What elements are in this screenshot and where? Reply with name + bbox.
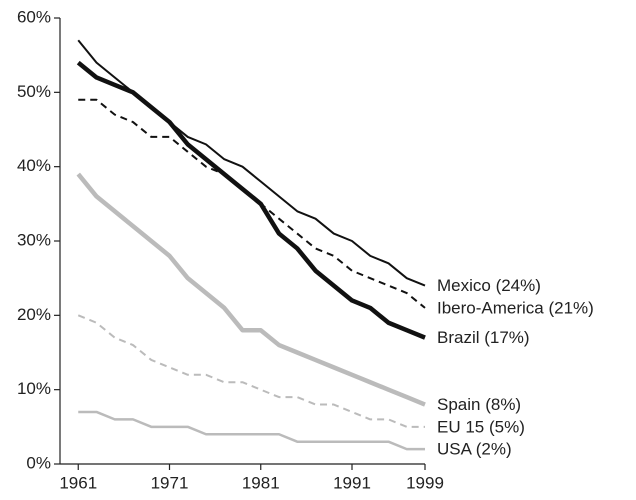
y-tick-label: 40%: [17, 156, 51, 175]
y-tick-label: 50%: [17, 82, 51, 101]
y-tick-label: 60%: [17, 7, 51, 26]
series-label: Spain (8%): [437, 395, 521, 414]
x-tick-label: 1981: [242, 473, 280, 492]
y-tick-label: 30%: [17, 230, 51, 249]
series-label: EU 15 (5%): [437, 417, 525, 436]
x-tick-label: 1999: [406, 473, 444, 492]
series-label: Mexico (24%): [437, 276, 541, 295]
series-label: Ibero-America (21%): [437, 298, 594, 317]
x-tick-label: 1971: [151, 473, 189, 492]
series-line: [78, 98, 426, 309]
series-line: [77, 39, 426, 287]
y-tick-label: 10%: [17, 379, 51, 398]
series-line: [78, 410, 425, 451]
y-tick-label: 20%: [17, 305, 51, 324]
x-tick-label: 1961: [59, 473, 97, 492]
series-line: [76, 60, 426, 340]
series-label: Brazil (17%): [437, 328, 530, 347]
series-line: [77, 314, 425, 428]
series-label: USA (2%): [437, 440, 512, 459]
x-tick-label: 1991: [333, 473, 371, 492]
y-tick-label: 0%: [26, 453, 51, 472]
series-line: [76, 172, 426, 407]
